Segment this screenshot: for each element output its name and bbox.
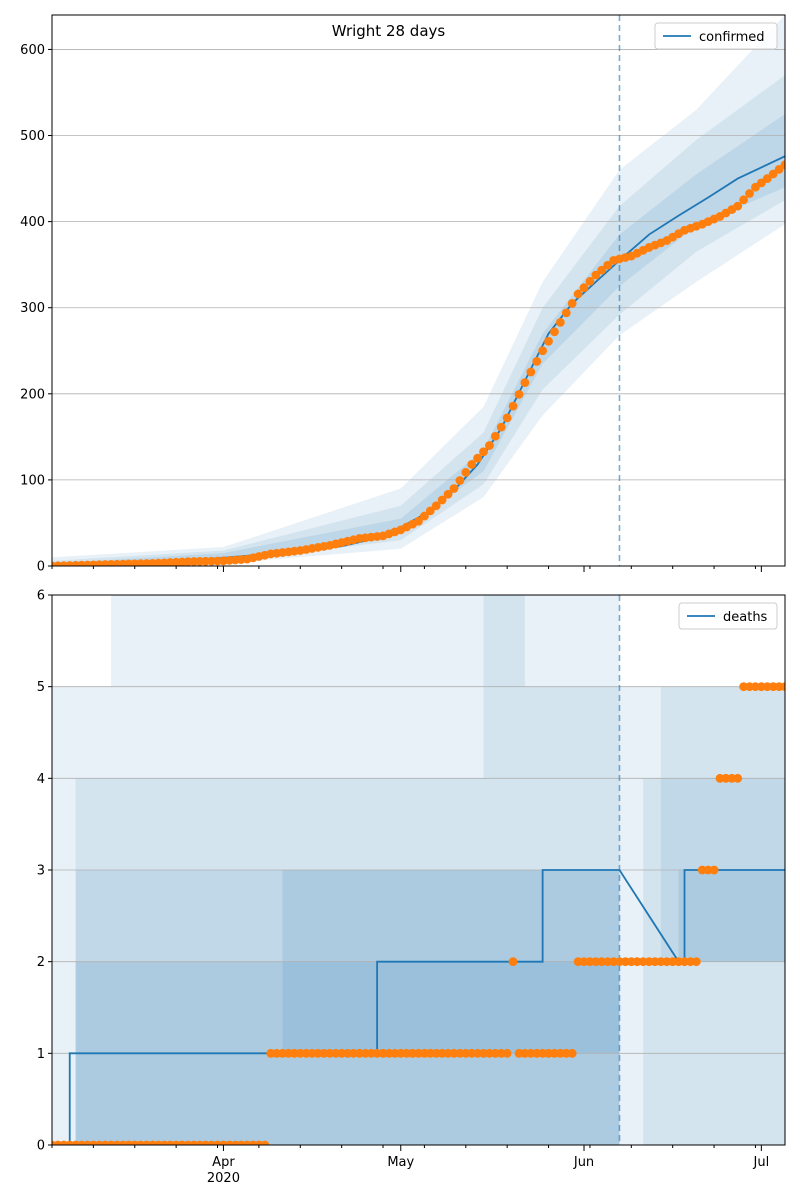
observed-point (603, 260, 613, 270)
observed-point (691, 957, 701, 967)
observed-point (550, 327, 559, 337)
observed-point (591, 270, 601, 280)
legend-label: deaths (723, 610, 768, 625)
y-tick-label: 6 (37, 589, 45, 604)
plot-area (52, 15, 785, 566)
observed-point (733, 201, 743, 211)
observed-point (739, 195, 749, 205)
observed-point (420, 511, 429, 521)
observed-point (579, 283, 589, 293)
x-tick-label: May (387, 1155, 414, 1170)
plot-area (52, 595, 785, 1145)
y-tick-label: 0 (37, 1139, 45, 1154)
observed-point (597, 265, 607, 275)
y-tick-label: 2 (37, 955, 45, 970)
confidence-band (660, 686, 785, 962)
observed-point (745, 189, 754, 198)
observed-point (455, 476, 465, 485)
observed-point (502, 413, 512, 423)
observed-point (437, 495, 447, 505)
chart-title: Wright 28 days (332, 22, 446, 40)
observed-point (479, 447, 488, 457)
y-tick-label: 1 (37, 1047, 45, 1062)
observed-point (414, 516, 423, 526)
observed-point (733, 773, 743, 783)
observed-point (473, 453, 483, 463)
y-tick-label: 0 (37, 560, 45, 575)
y-tick-label: 500 (20, 129, 45, 144)
confidence-band (52, 686, 785, 1145)
observed-point (431, 501, 441, 511)
observed-point (461, 468, 471, 477)
observed-point (520, 378, 530, 388)
observed-point (490, 431, 500, 441)
observed-point (485, 441, 494, 450)
observed-point (709, 865, 719, 875)
observed-point (555, 317, 565, 327)
observed-point (443, 489, 453, 499)
observed-point (449, 484, 459, 493)
observed-point (526, 367, 536, 377)
y-tick-label: 300 (20, 301, 45, 316)
observed-point (508, 401, 518, 411)
observed-point (514, 389, 524, 399)
y-tick-label: 400 (20, 215, 45, 230)
observed-point (762, 174, 772, 183)
y-tick-label: 200 (20, 387, 45, 402)
observed-point (425, 506, 435, 516)
y-tick-label: 600 (20, 43, 45, 58)
legend-box (678, 602, 778, 630)
observed-point (573, 289, 583, 299)
observed-point (780, 682, 785, 692)
observed-point (502, 1048, 512, 1058)
observed-point (544, 336, 553, 346)
observed-point (260, 1140, 270, 1145)
confidence-band (75, 870, 620, 1145)
confidence-band (678, 870, 785, 962)
observed-point (508, 957, 518, 967)
y-tick-label: 3 (37, 864, 45, 879)
observed-point (538, 346, 548, 356)
observed-point (496, 422, 506, 432)
y-tick-label: 4 (37, 772, 45, 787)
confidence-band (52, 15, 785, 566)
observed-point (567, 299, 577, 308)
confidence-band (111, 595, 525, 687)
deaths-line (52, 869, 785, 1145)
legend-box (654, 22, 778, 50)
observed-point (467, 460, 477, 469)
observed-point (774, 164, 784, 174)
observed-point (768, 169, 778, 179)
x-tick-label: Apr (212, 1155, 235, 1170)
chart-panel-1: 0 100 200 300 400 500 600 Wright 28 days confirm… (20, 14, 786, 575)
axes-frame (51, 14, 786, 567)
x-tick-label: Jul (753, 1155, 770, 1170)
observed-point (585, 276, 595, 286)
observed-point (532, 356, 542, 366)
x-tick-label: Jun (573, 1155, 594, 1170)
y-tick-label: 5 (37, 680, 45, 695)
observed-point (567, 1048, 577, 1058)
observed-point (780, 160, 785, 170)
legend-label: confirmed (699, 30, 765, 45)
x-tick-sublabel: 2020 (207, 1171, 240, 1186)
y-tick-label: 100 (20, 473, 45, 488)
observed-point (561, 308, 571, 318)
